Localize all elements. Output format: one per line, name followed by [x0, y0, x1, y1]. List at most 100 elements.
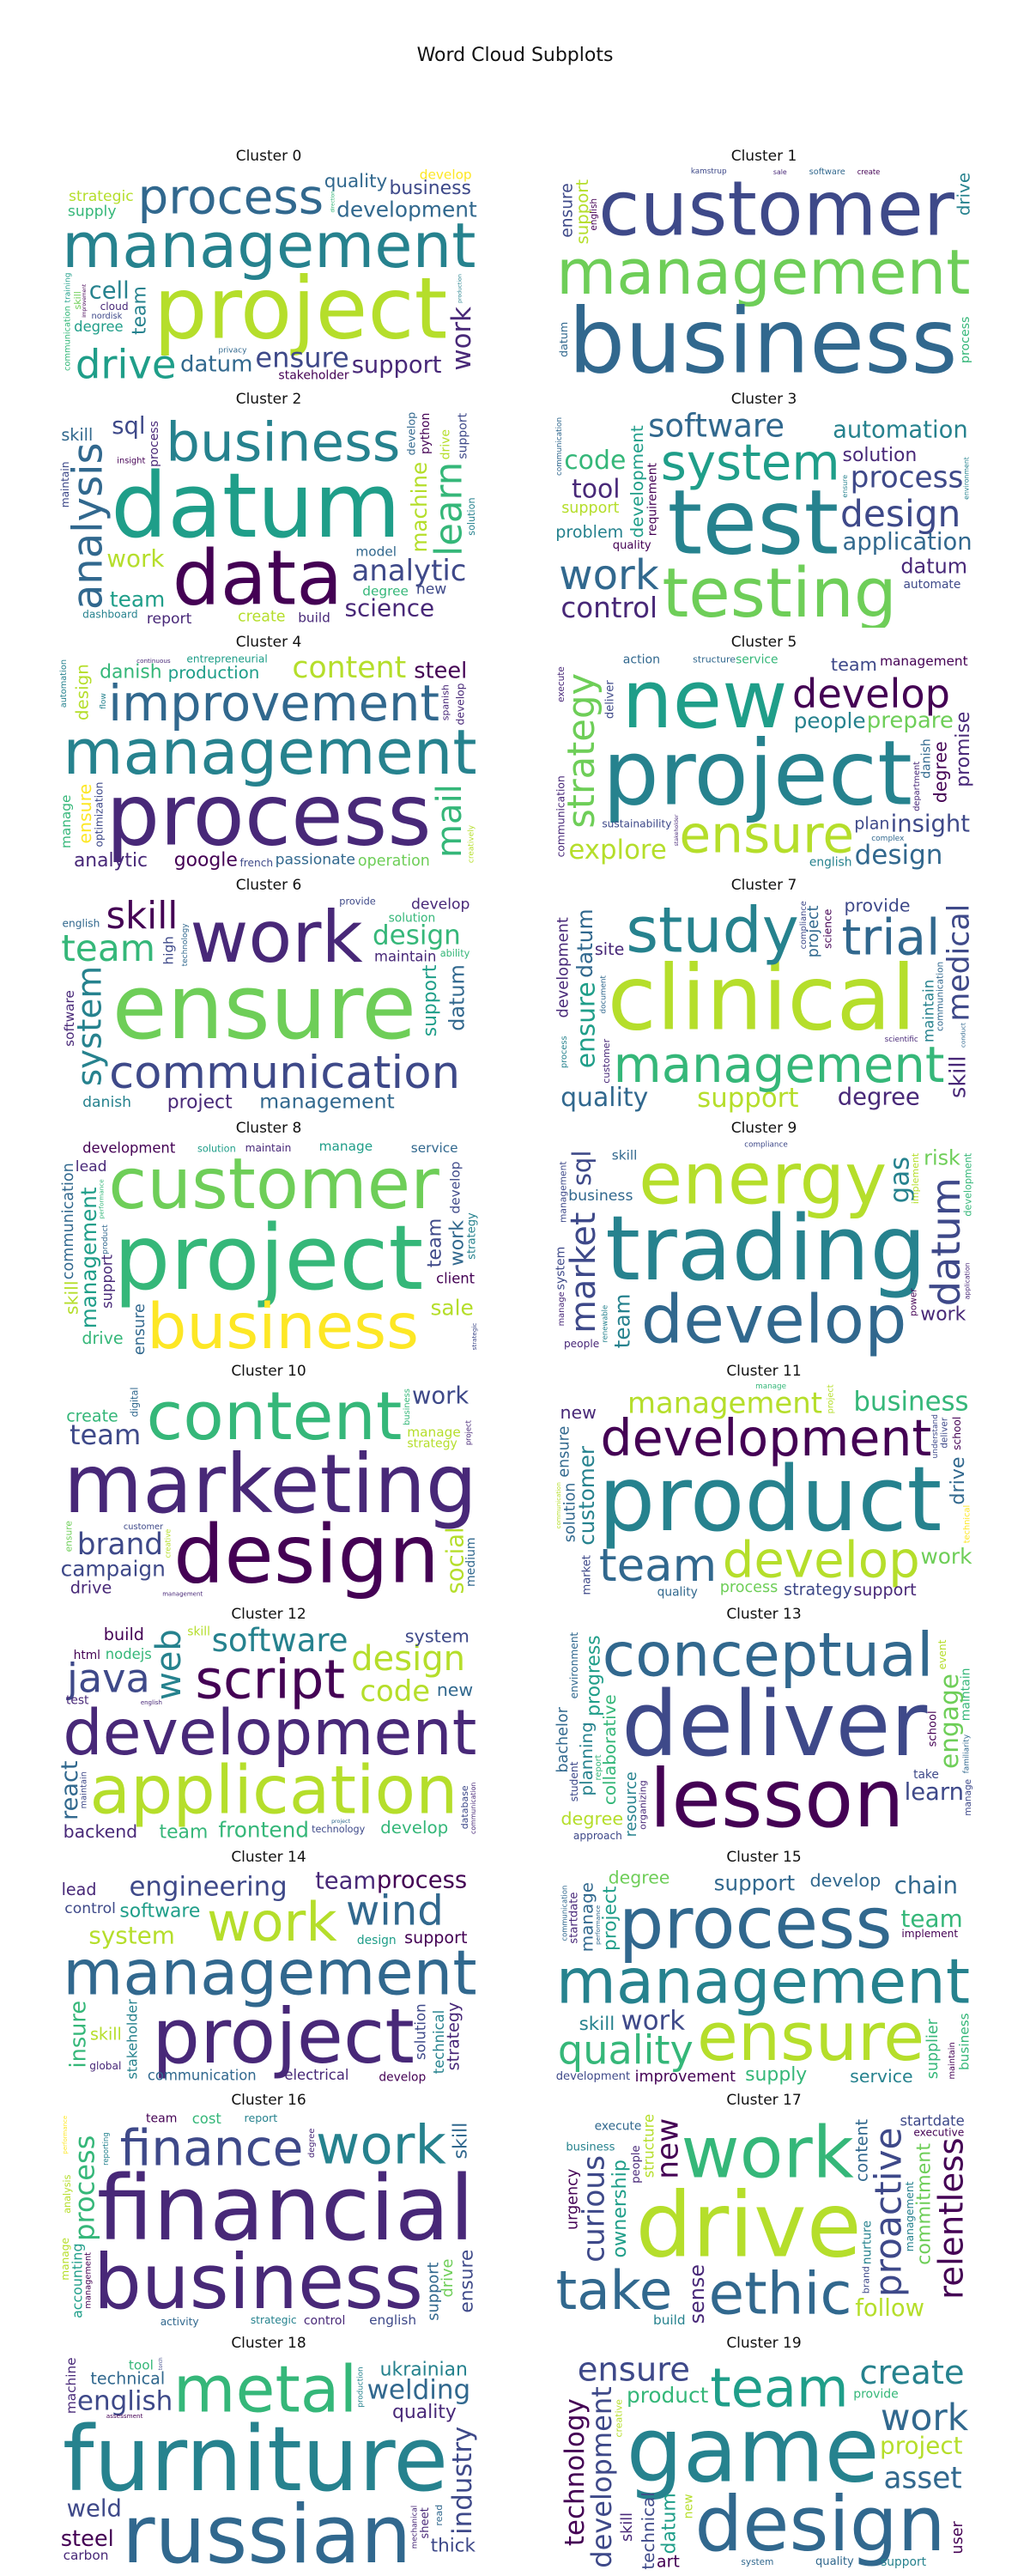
cloud-word: startdate	[567, 1893, 580, 1944]
cloud-word: event	[936, 1639, 948, 1669]
cloud-word: english	[369, 2312, 416, 2328]
cloud-word: datum	[111, 453, 401, 558]
cloud-word: management	[556, 236, 970, 308]
cloud-word: deliver	[621, 1672, 927, 1777]
cloud-word: mechanical	[410, 2506, 419, 2549]
cloud-word: drive	[76, 342, 177, 385]
cloud-word: drive	[439, 429, 453, 459]
cloud-word: development	[63, 1697, 476, 1770]
cloud-word: optimization	[94, 782, 106, 848]
cloud-word: insure	[65, 2001, 91, 2069]
cloud-word: strategy	[466, 1212, 479, 1260]
cloud-word: stakeholder	[278, 368, 348, 382]
cloud-word: work	[190, 896, 362, 979]
cloud-word: solution	[413, 2003, 429, 2060]
cloud-word: develop	[455, 683, 467, 725]
cloud-word: report	[245, 2111, 278, 2124]
cloud-word: project	[152, 1992, 415, 2081]
cloud-word: build	[298, 610, 330, 625]
cloud-word: management	[62, 210, 476, 282]
cloud-word: gas	[884, 1157, 915, 1203]
cloud-word: product	[101, 1224, 110, 1255]
cloud-word: carbon	[64, 2548, 109, 2563]
cloud-word: ensure	[578, 2354, 690, 2389]
cloud-word: communication	[109, 1047, 460, 1099]
cloud-word: communication	[935, 962, 945, 1031]
cloud-word: project	[167, 1092, 233, 1114]
cloud-word: people	[630, 2145, 643, 2183]
cloud-word: development	[556, 2070, 630, 2083]
cloud-word: manage	[755, 1382, 786, 1391]
cloud-word: backend	[64, 1821, 138, 1842]
cloud-word: communication	[60, 1163, 77, 1279]
cloud-word: work	[920, 1544, 972, 1569]
word-cloud: management process ensure quality project wor…	[554, 1868, 974, 2086]
cloud-word: lesson	[649, 1753, 904, 1843]
cloud-word: create	[859, 2354, 964, 2392]
cloud-word: management	[556, 1946, 970, 2018]
word-cloud: clinical management study trial ensure suppor…	[554, 896, 974, 1114]
cloud-word: department	[912, 762, 922, 811]
cloud-word: science	[345, 594, 435, 623]
cloud-word: design	[73, 664, 93, 720]
cloud-word: trial	[842, 908, 941, 967]
cloud-word: quality	[558, 2027, 694, 2074]
cloud-word: test	[668, 471, 839, 575]
cloud-word: communication	[555, 775, 567, 857]
cloud-word: thick	[431, 2535, 476, 2556]
cloud-word: team	[61, 927, 155, 969]
cloud-word: development	[600, 1409, 931, 1467]
cloud-word: user	[949, 2520, 966, 2554]
cloud-word: customer	[598, 167, 955, 252]
cloud-word: machine	[64, 2357, 79, 2414]
cloud-word: development	[82, 1140, 176, 1157]
cloud-word: solution	[466, 497, 477, 535]
cloud-word: quality	[657, 1586, 698, 1600]
cloud-word: implement	[910, 1152, 921, 1204]
cloud-word: business	[568, 289, 957, 386]
cloud-word: python	[419, 413, 433, 454]
cloud-word: work	[920, 1303, 966, 1325]
cloud-word: finance	[120, 2119, 304, 2178]
cloud-word: ensure	[697, 1999, 924, 2076]
cloud-word: performance	[98, 1179, 106, 1219]
cloud-word: process	[851, 460, 964, 495]
cloud-word: performance	[62, 2116, 69, 2154]
cloud-word: russian	[122, 2488, 411, 2572]
cloud-word: process	[560, 1036, 569, 1068]
cloud-word: communication	[560, 1886, 568, 1941]
cloud-word: management	[63, 716, 476, 788]
cloud-word: market	[564, 1212, 603, 1334]
cloud-word: machine	[407, 462, 432, 553]
cloud-word: system	[71, 966, 110, 1086]
cloud-word: team	[146, 2112, 177, 2126]
cloud-word: activity	[161, 2316, 199, 2328]
cloud-word: management	[84, 2252, 94, 2309]
cloud-word: nurture	[861, 2221, 875, 2264]
cloud-word: management	[76, 1187, 101, 1328]
cloud-word: take	[913, 1768, 939, 1782]
cloud-word: maintain	[79, 1771, 88, 1808]
cloud-word: document	[599, 975, 608, 1014]
cloud-word: control	[64, 1900, 116, 1917]
cloud-word: quality	[392, 2402, 457, 2423]
word-cloud: ensure work communication team management ski…	[58, 896, 479, 1114]
cloud-word: performance	[594, 1905, 602, 1945]
cluster-title: Cluster 7	[730, 877, 797, 894]
cloud-word: quality	[613, 539, 651, 552]
cloud-word: resource	[623, 1771, 640, 1837]
cloud-word: maintain	[245, 1142, 292, 1154]
cloud-word: improvement	[82, 283, 88, 318]
cloud-word: skill	[72, 291, 83, 309]
cloud-word: provide	[853, 2388, 899, 2402]
cloud-word: team	[160, 1822, 209, 1843]
cloud-word: develop	[723, 1531, 920, 1589]
cloud-word: content	[852, 2118, 872, 2182]
cloud-word: new	[560, 1402, 597, 1423]
cloud-word: customer	[124, 1522, 164, 1532]
cloud-word: test	[66, 1693, 89, 1707]
cloud-word: social	[443, 1527, 470, 1594]
